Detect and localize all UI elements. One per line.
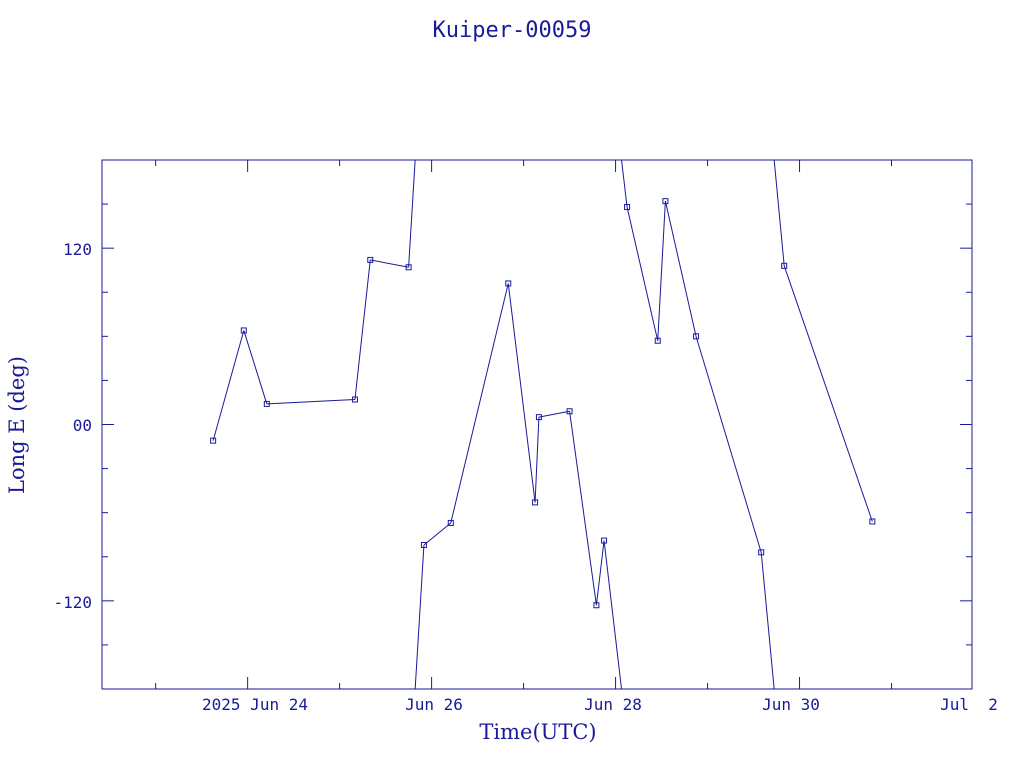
data-point [758,549,765,556]
data-point [535,414,542,421]
data-point [447,519,454,526]
series-segment [664,201,697,337]
series-layer [212,160,873,689]
series-segment [626,206,659,341]
series-segment [212,330,245,441]
x-axis-label: Time(UTC) [479,720,596,744]
series-segment [450,283,509,524]
y-tick-label: 00 [73,416,92,435]
series-segment [507,283,536,503]
data-point [693,333,700,340]
data-point [624,204,631,211]
series-segment [266,399,355,405]
y-axis-label: Long E (deg) [5,356,29,494]
data-point [210,437,217,444]
series-segment [621,160,628,208]
data-point [240,327,247,334]
x-tick-label: Jul 2 [940,695,998,714]
x-tick-label: Jun 28 [584,695,642,714]
data-point [662,198,669,205]
series-segment [538,410,570,418]
series-segment [354,259,371,400]
data-point [781,262,788,269]
series-segment [408,160,416,268]
x-tick-label: Jun 30 [762,695,820,714]
series-segment [370,259,409,268]
series-segment [657,201,666,341]
axis-ticks [102,160,972,689]
series-segment [760,552,775,689]
y-tick-label: -120 [53,593,92,612]
data-point [505,280,512,287]
series-segment [603,540,623,689]
series-segment [595,540,605,606]
data-point [263,400,270,407]
data-point [593,602,600,609]
series-segment [695,336,762,553]
data-point [601,537,608,544]
series-segment [534,417,540,503]
data-point [566,408,573,415]
data-point [869,518,876,525]
data-point [420,541,427,548]
plot-frame [101,159,973,690]
series-segment [783,265,873,522]
x-tick-label: Jun 26 [405,695,463,714]
x-tick-label: 2025 Jun 24 [202,695,308,714]
series-segment [243,330,268,405]
data-point [654,337,661,344]
data-point [532,499,539,506]
data-point [367,256,374,263]
series-segment [773,160,785,266]
series-segment [423,522,452,546]
marker-layer [210,198,876,609]
chart-title: Kuiper-00059 [433,18,592,43]
data-point [351,396,358,403]
series-segment [414,544,425,689]
y-tick-label: 120 [63,240,92,259]
data-point [405,264,412,271]
series-segment [569,411,597,606]
